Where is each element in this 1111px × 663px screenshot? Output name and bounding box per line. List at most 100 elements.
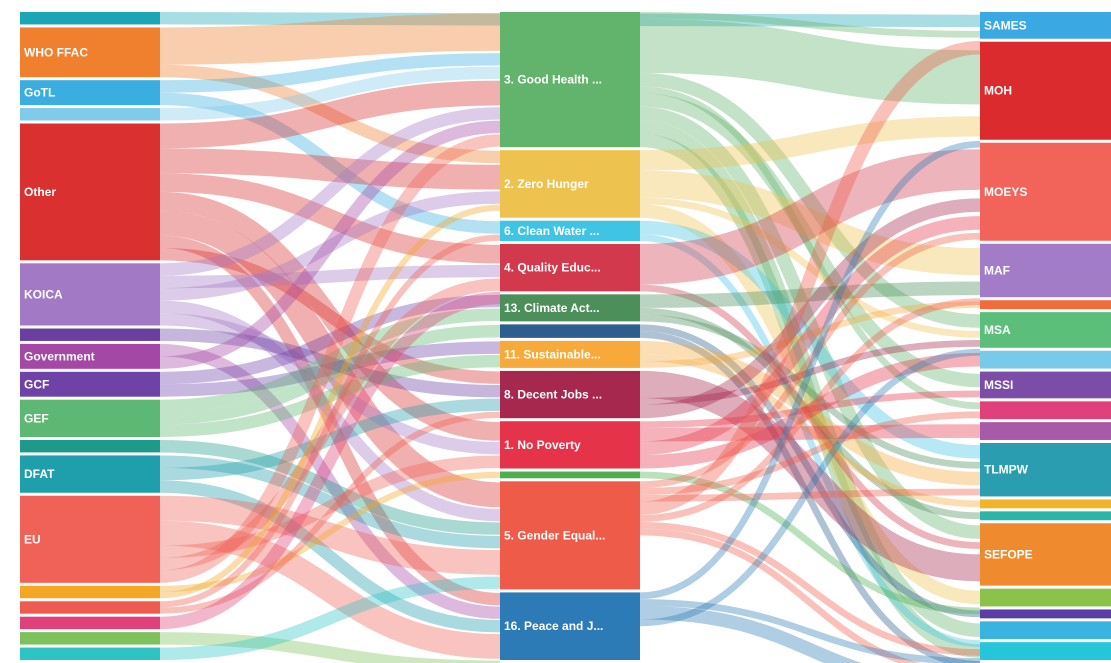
link-gef-to-s_nv	[159, 324, 501, 425]
node-m_dp	[980, 609, 1111, 619]
node-16-peace-and-j	[500, 592, 640, 660]
node-4-quality-educ	[500, 244, 640, 292]
link-s5-to-m_cy2	[639, 528, 921, 663]
link-dfat-to-s5	[159, 455, 501, 549]
node-11-sustainable	[500, 340, 640, 368]
link-s3-to-m_pk	[639, 86, 981, 410]
link-other-to-s16	[159, 235, 501, 606]
label-3-good-health: 3. Good Health ...	[504, 73, 602, 87]
link-s6-to-tlmpw	[639, 220, 981, 459]
link-s16-to-moh	[639, 140, 981, 600]
node-d_or	[20, 585, 160, 599]
sankey-labels: WHO FFAC GoTL Other KOICA Government GCF GEF DF…	[24, 18, 1033, 633]
node-who-ffac	[20, 27, 160, 78]
link-other-to-s4	[159, 173, 501, 264]
node-moeys	[980, 142, 1111, 241]
link-koica-to-s1	[159, 313, 501, 455]
link-who-to-s3	[159, 13, 501, 65]
node-d_top	[20, 12, 160, 25]
node-mssi	[980, 371, 1111, 399]
link-eu-to-s5	[159, 495, 501, 575]
link-s2-to-maf	[639, 170, 981, 276]
node-gotl	[20, 80, 160, 106]
label-maf: MAF	[984, 263, 1010, 277]
link-s3-to-mssi	[639, 93, 981, 388]
link-s5-to-m_pk	[639, 411, 981, 495]
node-d_pu	[20, 328, 160, 341]
node-d_lb	[20, 108, 160, 121]
link-d_lb-to-s3	[159, 66, 501, 121]
link-other-to-s1	[159, 191, 501, 441]
link-gcf-to-s11	[159, 341, 501, 397]
node-m_or	[980, 300, 1111, 310]
label-4-quality-educ: 4. Quality Educ...	[504, 261, 601, 275]
label-gef: GEF	[24, 411, 49, 425]
link-d_pk-to-s4	[159, 291, 501, 630]
node-d_bot	[20, 647, 160, 660]
link-eu-to-s1	[159, 455, 501, 558]
node-m_cy2	[980, 642, 1111, 660]
node-gcf	[20, 371, 160, 397]
node-s_gr	[500, 471, 640, 479]
node-moh	[980, 41, 1111, 140]
label-dfat: DFAT	[24, 467, 55, 481]
node-sefope	[980, 523, 1111, 586]
link-s6-to-m_cy	[639, 234, 981, 648]
link-eu-to-s3	[159, 134, 501, 583]
node-koica	[20, 263, 160, 326]
node-other	[20, 123, 160, 261]
node-6-clean-water	[500, 220, 640, 242]
sankey-nodes	[20, 12, 1111, 660]
node-dfat	[20, 455, 160, 493]
label-2-zero-hunger: 2. Zero Hunger	[504, 177, 589, 191]
node-m_cy	[980, 621, 1111, 640]
link-gov-to-s16	[159, 343, 501, 619]
link-d_tl-to-s5	[159, 440, 501, 535]
link-s3-to-sefope	[639, 106, 981, 539]
link-s_nv-to-m_dp	[639, 324, 981, 618]
node-m_pk	[980, 401, 1111, 420]
link-s5-to-m_cy	[639, 521, 981, 656]
link-s16-to-msa	[639, 348, 981, 627]
label-11-sustainable: 11. Sustainable...	[504, 347, 601, 361]
node-m_lg	[980, 588, 1111, 607]
link-s16-to-m_cy2	[639, 605, 862, 663]
node-d_tl	[20, 440, 160, 453]
label-16-peace-and-j: 16. Peace and J...	[504, 619, 603, 633]
label-13-climate-act: 13. Climate Act...	[504, 301, 600, 315]
link-who-to-s2	[159, 64, 501, 164]
link-other-to-s5	[159, 210, 501, 508]
link-s8-to-moeys	[639, 198, 981, 419]
sankey-links	[159, 11, 981, 663]
node-m_yl	[980, 499, 1111, 509]
link-other-to-s2	[159, 148, 501, 190]
label-gotl: GoTL	[24, 86, 55, 100]
node-1-no-poverty	[500, 421, 640, 469]
link-s_nv-to-m_cy2	[639, 331, 981, 663]
link-d_or2-to-s8	[159, 411, 501, 614]
link-gcf-to-s13	[159, 294, 501, 385]
link-other-to-s3	[159, 80, 501, 149]
link-d_pu-to-s8	[159, 328, 501, 398]
node-d_or2	[20, 601, 160, 614]
node-5-gender-equal	[500, 481, 640, 590]
link-s16-to-m_cy	[639, 599, 981, 663]
link-s13-to-tlmpw	[639, 314, 981, 469]
node-eu	[20, 495, 160, 583]
link-s3-to-moh	[639, 18, 981, 105]
link-s8-to-msa	[639, 339, 981, 405]
link-s2-to-moh	[639, 116, 981, 171]
link-dfat-to-s8	[159, 398, 501, 481]
label-8-decent-jobs: 8. Decent Jobs ...	[504, 388, 602, 402]
node-13-climate-act	[500, 294, 640, 322]
link-gef-to-s13	[159, 308, 501, 413]
link-koica-to-s5	[159, 300, 501, 522]
label-5-gender-equal: 5. Gender Equal...	[504, 528, 605, 542]
link-s11-to-m_yl	[639, 354, 981, 508]
link-d_bot-to-s5	[159, 576, 501, 660]
label-6-clean-water: 6. Clean Water ...	[504, 224, 600, 238]
label-mssi: MSSI	[984, 378, 1013, 392]
label-sefope: SEFOPE	[984, 547, 1033, 561]
link-s4-to-moeys	[639, 149, 981, 285]
